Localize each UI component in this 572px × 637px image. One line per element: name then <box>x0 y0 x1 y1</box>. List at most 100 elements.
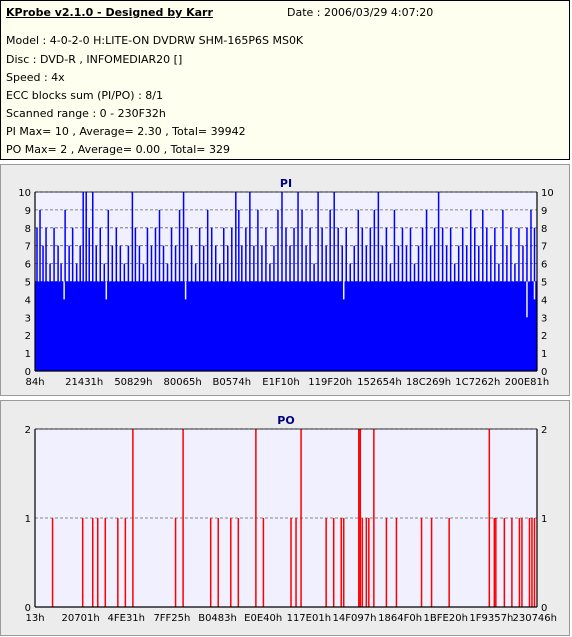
data-bar <box>123 263 126 371</box>
data-bar <box>430 518 433 607</box>
data-bar <box>441 227 444 371</box>
data-bar <box>474 227 476 371</box>
data-bar <box>417 245 420 371</box>
y-tick-label-left: 7 <box>25 242 31 253</box>
x-tick-label: 7FF25h <box>153 613 190 624</box>
data-bar <box>421 227 424 371</box>
data-bar <box>332 518 335 607</box>
data-bar <box>115 227 118 371</box>
data-bar <box>313 263 315 371</box>
data-bar <box>349 263 352 371</box>
data-bar <box>91 192 94 371</box>
data-bar <box>293 227 295 371</box>
data-bar <box>210 227 213 371</box>
x-tick-label: 200E81h <box>505 377 549 388</box>
data-bar <box>359 429 362 607</box>
data-dip <box>526 281 528 318</box>
x-tick-label: 119F20h <box>308 377 352 388</box>
data-bar <box>469 209 472 371</box>
y-tick-label-left: 1 <box>25 514 31 525</box>
y-tick-label-right: 6 <box>541 260 547 271</box>
data-bar <box>49 263 51 371</box>
data-bar <box>127 245 130 371</box>
data-bar <box>337 227 339 371</box>
data-bar <box>64 209 66 371</box>
data-bar <box>99 227 102 371</box>
x-tick-label: 1F9357h <box>469 613 513 624</box>
data-bar <box>104 518 107 607</box>
y-tick-label-right: 1 <box>541 514 547 525</box>
data-bar <box>457 245 460 371</box>
info-panel: KProbe v2.1.0 - Designed by Karr Date : … <box>0 0 570 160</box>
data-bar <box>514 263 516 371</box>
y-tick-label-left: 0 <box>25 603 31 614</box>
data-bar <box>223 227 225 371</box>
data-bar <box>321 227 323 371</box>
pi-chart-panel: PI 0 0 1 1 2 2 3 3 4 4 5 5 6 6 7 7 8 8 9 9 10 10 84h 21431h 50829… <box>0 164 570 396</box>
data-bar <box>357 209 360 371</box>
y-tick-label-right: 5 <box>541 278 547 289</box>
data-bar <box>82 192 84 371</box>
data-bar <box>365 518 368 607</box>
data-bar <box>465 245 468 371</box>
x-tick-label: 50829h <box>114 377 152 388</box>
data-bar <box>511 518 513 607</box>
data-bar <box>522 245 524 371</box>
po-chart: PO 0 0 1 1 2 2 13h 20701h 4FE31h 7FF25h B0483h E0E40… <box>25 414 557 624</box>
data-bar <box>119 245 122 371</box>
data-bar <box>429 245 432 371</box>
data-bar <box>238 209 240 371</box>
app-title: KProbe v2.1.0 - Designed by Karr <box>6 6 213 19</box>
data-bar <box>206 209 209 371</box>
data-bar <box>138 245 141 371</box>
data-bar <box>245 227 247 371</box>
data-bar <box>182 429 184 607</box>
y-tick-label-right: 2 <box>541 331 547 342</box>
data-bar <box>521 518 523 607</box>
data-bar <box>124 518 127 607</box>
data-bar <box>453 263 456 371</box>
data-bar <box>488 429 491 607</box>
po-chart-panel: PO 0 0 1 1 2 2 13h 20701h 4FE31h 7FF25h B0483h E0E40… <box>0 400 570 636</box>
x-tick-label: 14F097h <box>333 613 377 624</box>
data-bar <box>142 263 145 371</box>
x-tick-label: 4FE31h <box>108 613 146 624</box>
data-bar <box>342 518 345 607</box>
range-line: Scanned range : 0 - 230F32h <box>6 107 166 120</box>
data-bar <box>297 192 299 371</box>
data-bar <box>45 227 47 371</box>
data-bar <box>309 227 311 371</box>
data-bar <box>533 518 536 607</box>
data-bar <box>494 227 496 371</box>
data-bar <box>353 245 356 371</box>
data-bar <box>194 263 197 371</box>
data-bar <box>393 209 396 371</box>
speed-line: Speed : 4x <box>6 71 65 84</box>
data-bar <box>39 209 41 371</box>
y-tick-label-left: 10 <box>18 188 31 199</box>
data-bar <box>290 518 292 607</box>
data-bar <box>227 245 229 371</box>
data-bar <box>269 263 271 371</box>
data-bar <box>111 245 114 371</box>
data-dip <box>533 281 536 300</box>
data-bar <box>482 209 484 371</box>
data-bar <box>146 227 149 371</box>
data-bar <box>478 245 480 371</box>
data-bar <box>277 209 279 371</box>
y-tick-label-right: 0 <box>541 603 547 614</box>
data-bar <box>486 227 488 371</box>
x-tick-label: B0483h <box>198 613 237 624</box>
y-tick-label-right: 3 <box>541 313 547 324</box>
x-tick-label: 152654h <box>357 377 402 388</box>
y-tick-label-left: 2 <box>25 425 31 436</box>
x-tick-label: 84h <box>25 377 44 388</box>
data-bar <box>510 227 512 371</box>
y-tick-label-left: 4 <box>25 295 31 306</box>
data-bar <box>490 245 492 371</box>
data-bar <box>174 245 177 371</box>
data-bar <box>449 227 452 371</box>
data-bar <box>345 227 347 371</box>
data-bar <box>231 227 233 371</box>
data-bar <box>285 227 287 371</box>
